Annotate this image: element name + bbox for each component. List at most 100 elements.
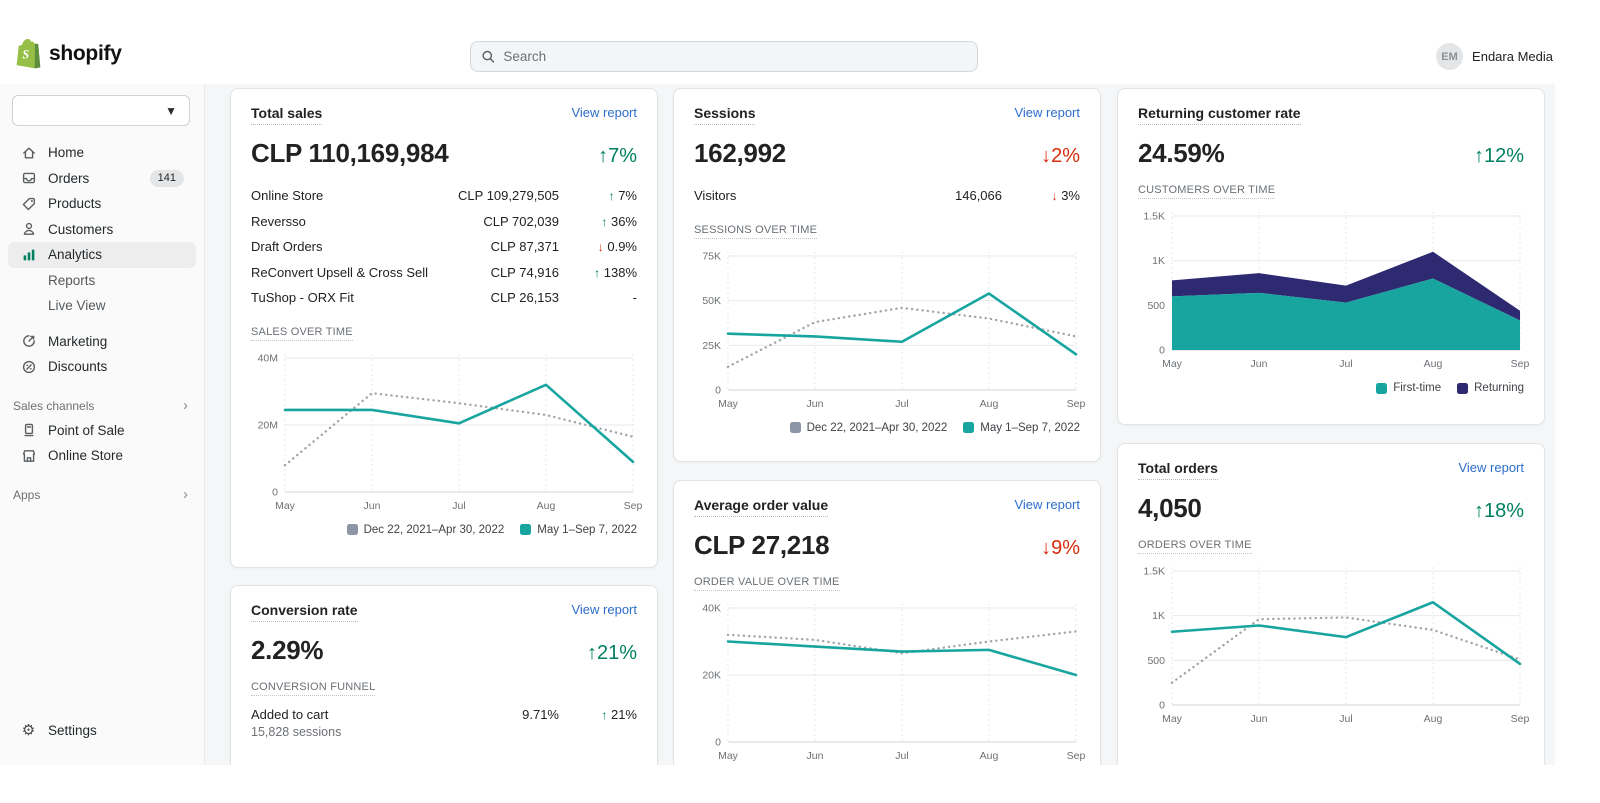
store-name-redacted bbox=[13, 96, 154, 125]
sidebar-item-orders[interactable]: Orders 141 bbox=[8, 166, 196, 192]
svg-text:40K: 40K bbox=[702, 603, 721, 615]
svg-text:Jun: Jun bbox=[364, 500, 381, 512]
svg-text:Jul: Jul bbox=[1339, 358, 1352, 370]
svg-text:May: May bbox=[275, 500, 296, 512]
svg-text:0: 0 bbox=[715, 737, 721, 749]
view-report-link[interactable]: View report bbox=[571, 602, 637, 617]
svg-text:25K: 25K bbox=[702, 339, 721, 351]
chart-section-label: CONVERSION FUNNEL bbox=[251, 681, 637, 696]
sidebar-item-settings[interactable]: ⚙ Settings bbox=[21, 722, 97, 739]
chart-section-label: ORDERS OVER TIME bbox=[1138, 539, 1524, 554]
svg-text:Jun: Jun bbox=[1251, 358, 1268, 370]
svg-text:May: May bbox=[718, 750, 739, 762]
svg-text:Sep: Sep bbox=[1067, 750, 1086, 762]
card-title[interactable]: Total sales bbox=[251, 105, 323, 125]
order-value-over-time-chart: May Jun Jul Aug Sep 0 20K 40K bbox=[694, 600, 1085, 763]
sidebar-item-point-of-sale[interactable]: Point of Sale bbox=[8, 418, 196, 444]
breakdown-row: TuShop - ORX Fit CLP 26,153 - bbox=[251, 290, 637, 306]
svg-text:500: 500 bbox=[1147, 655, 1165, 667]
metric-delta: ↑21% bbox=[586, 642, 637, 664]
analytics-dashboard: Total sales View report CLP 110,169,984 … bbox=[205, 84, 1555, 765]
sidebar-item-online-store[interactable]: Online Store bbox=[8, 443, 196, 469]
svg-text:1K: 1K bbox=[1152, 610, 1165, 622]
view-report-link[interactable]: View report bbox=[571, 105, 637, 120]
chevron-right-icon: › bbox=[183, 486, 188, 503]
chart-legend: Dec 22, 2021–Apr 30, 2022 May 1–Sep 7, 20… bbox=[251, 524, 637, 536]
svg-text:20M: 20M bbox=[258, 419, 278, 431]
metric-delta: ↑7% bbox=[598, 145, 637, 167]
legend-item: First-time bbox=[1376, 382, 1441, 394]
svg-text:Jul: Jul bbox=[895, 750, 908, 762]
sidebar-item-discounts[interactable]: Discounts bbox=[8, 354, 196, 380]
svg-text:Sep: Sep bbox=[1511, 358, 1530, 370]
metric-value: CLP 110,169,984 bbox=[251, 138, 449, 168]
tag-icon bbox=[20, 196, 37, 212]
sidebar-item-marketing[interactable]: Marketing bbox=[8, 329, 196, 355]
legend-item: May 1–Sep 7, 2022 bbox=[963, 422, 1080, 434]
sales-channels-header[interactable]: Sales channels › bbox=[13, 397, 188, 414]
orders_over_time-svg: May Jun Jul Aug Sep 0 500 1K 1.5K bbox=[1143, 566, 1529, 726]
view-report-link[interactable]: View report bbox=[1014, 105, 1080, 120]
apps-header[interactable]: Apps › bbox=[13, 486, 188, 503]
svg-text:Sep: Sep bbox=[1067, 398, 1086, 410]
svg-text:Aug: Aug bbox=[980, 750, 999, 762]
sales-breakdown: Online Store CLP 109,279,505 ↑ 7% Revers… bbox=[251, 183, 637, 311]
order_value_over_time-svg: May Jun Jul Aug Sep 0 20K 40K bbox=[702, 603, 1085, 763]
pos-icon bbox=[20, 422, 37, 438]
metric-value: CLP 27,218 bbox=[694, 530, 830, 560]
sidebar: ▼ Home Orders 141 Products bbox=[0, 84, 205, 765]
legend-item: Dec 22, 2021–Apr 30, 2022 bbox=[346, 524, 504, 536]
metric-value: 4,050 bbox=[1138, 493, 1202, 523]
svg-text:0: 0 bbox=[272, 486, 278, 498]
svg-text:Jun: Jun bbox=[807, 750, 824, 762]
chart-legend: First-time Returning bbox=[1138, 382, 1524, 394]
breakdown-row: Visitors 146,066 ↓ 3% bbox=[694, 188, 1080, 204]
search-input[interactable] bbox=[503, 49, 967, 64]
home-icon bbox=[20, 145, 37, 161]
search-bar[interactable] bbox=[470, 41, 978, 72]
sidebar-item-analytics[interactable]: Analytics bbox=[8, 242, 196, 268]
shopify-logo[interactable]: S shopify bbox=[14, 38, 122, 69]
view-report-link[interactable]: View report bbox=[1014, 497, 1080, 512]
total-orders-card: Total orders View report 4,050 ↑18% ORDE… bbox=[1117, 443, 1545, 765]
sidebar-item-products[interactable]: Products bbox=[8, 191, 196, 217]
store-selector[interactable]: ▼ bbox=[12, 95, 190, 126]
legend-item: Dec 22, 2021–Apr 30, 2022 bbox=[789, 422, 947, 434]
person-icon bbox=[20, 221, 37, 237]
svg-text:Aug: Aug bbox=[980, 398, 999, 410]
card-title[interactable]: Average order value bbox=[694, 497, 829, 517]
metric-delta: ↓9% bbox=[1041, 537, 1080, 559]
view-report-link[interactable]: View report bbox=[1458, 460, 1524, 475]
sidebar-item-customers[interactable]: Customers bbox=[8, 217, 196, 243]
svg-text:0: 0 bbox=[715, 384, 721, 396]
sidebar-item-live-view[interactable]: Live View bbox=[48, 298, 106, 314]
svg-text:0: 0 bbox=[1159, 345, 1165, 357]
card-title[interactable]: Returning customer rate bbox=[1138, 105, 1301, 125]
metric-delta: ↑18% bbox=[1473, 500, 1524, 522]
discount-icon bbox=[20, 359, 37, 375]
gear-icon: ⚙ bbox=[21, 722, 36, 739]
bar-chart-icon bbox=[20, 247, 37, 263]
orders-icon bbox=[20, 170, 37, 186]
chart-legend: Dec 22, 2021–Apr 30, 2022 May 1–Sep 7, 20… bbox=[694, 422, 1080, 434]
sidebar-item-home[interactable]: Home bbox=[8, 140, 196, 166]
svg-text:500: 500 bbox=[1147, 300, 1165, 312]
breakdown-row: ReConvert Upsell & Cross Sell CLP 74,916… bbox=[251, 264, 637, 280]
orders-over-time-chart: May Jun Jul Aug Sep 0 500 1K 1.5K bbox=[1138, 563, 1529, 726]
svg-text:Aug: Aug bbox=[537, 500, 556, 512]
sales_over_time-svg: May Jun Jul Aug Sep 0 20M 40M bbox=[258, 352, 643, 512]
card-title[interactable]: Total orders bbox=[1138, 460, 1218, 480]
card-title[interactable]: Sessions bbox=[694, 105, 756, 125]
chart-section-label: SESSIONS OVER TIME bbox=[694, 223, 1080, 239]
svg-text:0: 0 bbox=[1159, 700, 1165, 712]
card-title[interactable]: Conversion rate bbox=[251, 602, 358, 622]
metric-value: 2.29% bbox=[251, 635, 324, 665]
svg-text:20K: 20K bbox=[702, 670, 721, 682]
svg-text:50K: 50K bbox=[702, 295, 721, 307]
sidebar-item-reports[interactable]: Reports bbox=[48, 272, 96, 288]
total-sales-card: Total sales View report CLP 110,169,984 … bbox=[230, 88, 658, 568]
metric-value: 162,992 bbox=[694, 138, 786, 168]
user-menu[interactable]: EM Endara Media bbox=[1436, 43, 1553, 70]
customers_over_time-svg: May Jun Jul Aug Sep 0 500 1K 1.5K bbox=[1143, 211, 1529, 371]
